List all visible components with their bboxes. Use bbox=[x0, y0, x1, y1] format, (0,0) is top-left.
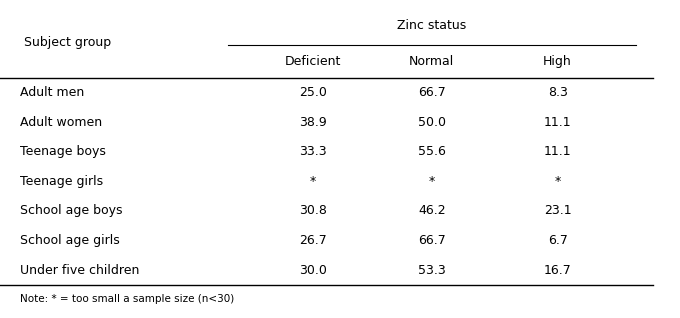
Text: *: * bbox=[428, 175, 435, 188]
Text: 38.9: 38.9 bbox=[299, 116, 326, 129]
Text: 55.6: 55.6 bbox=[418, 145, 445, 158]
Text: 30.8: 30.8 bbox=[299, 204, 326, 218]
Text: 66.7: 66.7 bbox=[418, 86, 445, 99]
Text: School age boys: School age boys bbox=[20, 204, 123, 218]
Text: Adult men: Adult men bbox=[20, 86, 84, 99]
Text: 23.1: 23.1 bbox=[544, 204, 571, 218]
Text: Under five children: Under five children bbox=[20, 264, 140, 277]
Text: High: High bbox=[543, 55, 572, 68]
Text: Deficient: Deficient bbox=[285, 55, 341, 68]
Text: 6.7: 6.7 bbox=[547, 234, 568, 247]
Text: Adult women: Adult women bbox=[20, 116, 103, 129]
Text: School age girls: School age girls bbox=[20, 234, 120, 247]
Text: Teenage girls: Teenage girls bbox=[20, 175, 103, 188]
Text: Note: * = too small a sample size (n<30): Note: * = too small a sample size (n<30) bbox=[20, 294, 235, 304]
Text: 53.3: 53.3 bbox=[418, 264, 445, 277]
Text: 46.2: 46.2 bbox=[418, 204, 445, 218]
Text: 16.7: 16.7 bbox=[544, 264, 571, 277]
Text: 50.0: 50.0 bbox=[418, 116, 446, 129]
Text: Teenage boys: Teenage boys bbox=[20, 145, 106, 158]
Text: 11.1: 11.1 bbox=[544, 116, 571, 129]
Text: 33.3: 33.3 bbox=[299, 145, 326, 158]
Text: 26.7: 26.7 bbox=[299, 234, 326, 247]
Text: Normal: Normal bbox=[409, 55, 454, 68]
Text: Zinc status: Zinc status bbox=[397, 19, 466, 32]
Text: Subject group: Subject group bbox=[24, 37, 112, 49]
Text: *: * bbox=[554, 175, 561, 188]
Text: 25.0: 25.0 bbox=[299, 86, 326, 99]
Text: 11.1: 11.1 bbox=[544, 145, 571, 158]
Text: 8.3: 8.3 bbox=[547, 86, 568, 99]
Text: 30.0: 30.0 bbox=[299, 264, 326, 277]
Text: *: * bbox=[309, 175, 316, 188]
Text: 66.7: 66.7 bbox=[418, 234, 445, 247]
